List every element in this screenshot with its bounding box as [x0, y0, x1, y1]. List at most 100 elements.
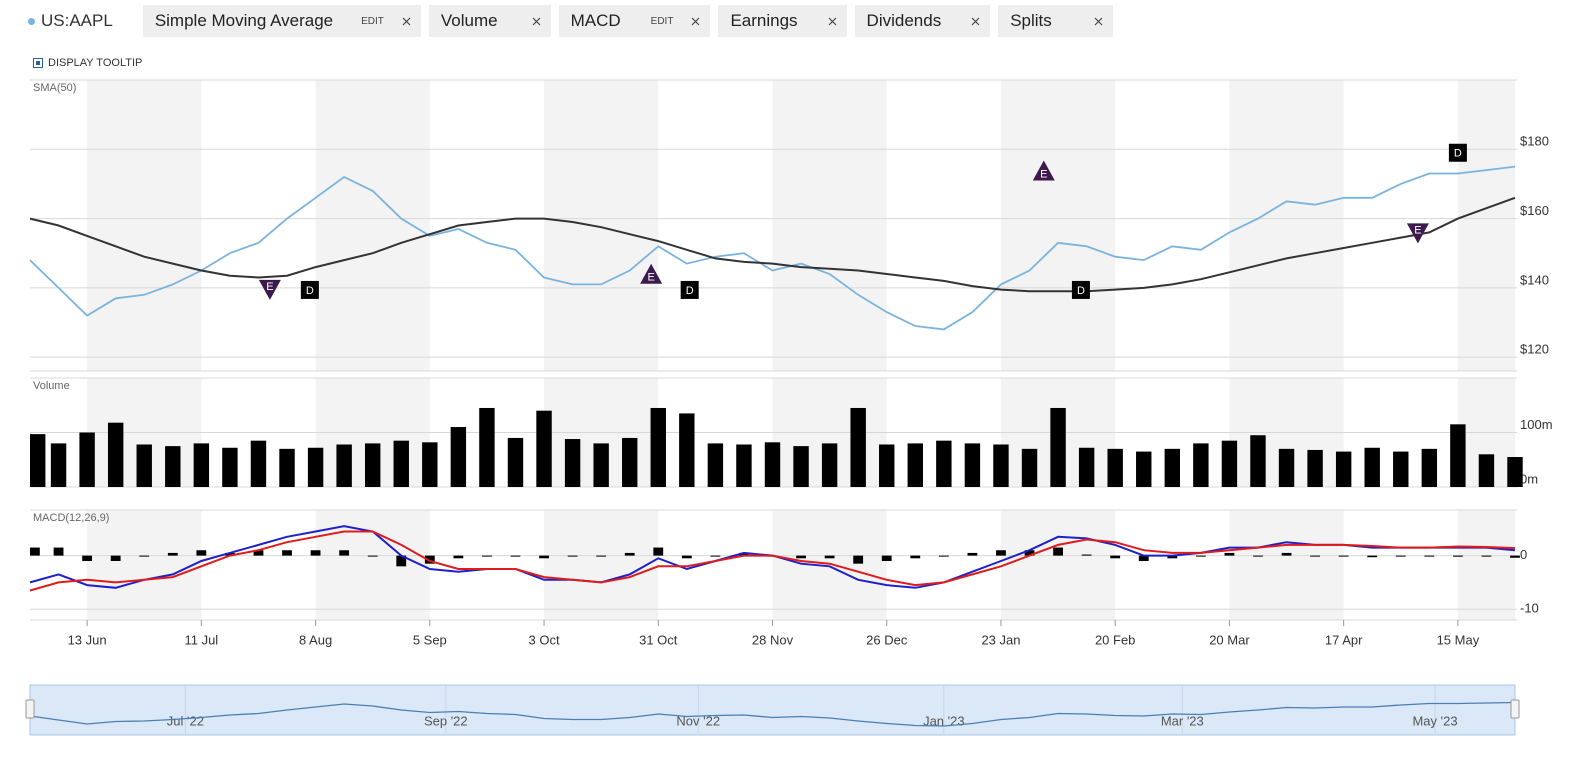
- volume-bar: [679, 413, 695, 487]
- x-tick-label: 8 Aug: [299, 632, 332, 647]
- event-label: D: [306, 285, 314, 297]
- histogram-bar: [1338, 555, 1349, 557]
- histogram-bar: [624, 552, 635, 556]
- histogram-bar: [367, 555, 378, 557]
- symbol-label: US:AAPL: [41, 11, 113, 30]
- edit-button[interactable]: EDIT: [361, 15, 384, 27]
- navigator-handle[interactable]: [25, 699, 35, 719]
- event-label: E: [647, 272, 654, 284]
- x-tick-label: 20 Feb: [1095, 632, 1135, 647]
- x-tick-label: 26 Dec: [866, 632, 908, 647]
- histogram-bar: [567, 555, 578, 557]
- histogram-bar: [453, 555, 464, 559]
- close-icon[interactable]: [532, 17, 541, 26]
- event-label: D: [686, 285, 694, 297]
- y-tick-label: 0m: [1520, 471, 1538, 486]
- histogram-bar: [53, 547, 64, 556]
- dividend-marker: [1448, 143, 1467, 162]
- navigator-handle[interactable]: [1510, 699, 1520, 719]
- volume-bar: [1507, 457, 1523, 487]
- volume-bar: [1250, 435, 1266, 487]
- close-icon[interactable]: [971, 17, 980, 26]
- indicator-chip[interactable]: MACD EDIT: [558, 5, 711, 37]
- close-icon[interactable]: [691, 17, 700, 26]
- volume-bar: [736, 444, 752, 487]
- histogram-bar: [339, 550, 350, 556]
- histogram-bar: [282, 550, 292, 556]
- volume-bar: [1421, 448, 1438, 487]
- histogram-bar: [1081, 554, 1092, 556]
- volume-bar: [1307, 449, 1323, 487]
- volume-bar: [1050, 407, 1066, 487]
- symbol[interactable]: US:AAPL: [28, 11, 135, 31]
- indicator-chip[interactable]: Dividends: [854, 5, 991, 37]
- chip-label: Simple Moving Average: [154, 11, 334, 30]
- histogram-bar: [167, 552, 178, 556]
- navigator: [29, 684, 1516, 736]
- panel-title: SMA(50): [33, 82, 76, 94]
- panel-title: Volume: [33, 380, 70, 392]
- histogram-bar: [196, 550, 207, 556]
- histogram-bar: [739, 552, 749, 556]
- navigator-label: Mar '23: [1161, 713, 1204, 728]
- volume-bar: [907, 443, 923, 487]
- indicator-chip[interactable]: Simple Moving Average EDIT: [142, 5, 421, 37]
- indicator-chip[interactable]: Volume: [428, 5, 551, 37]
- volume-bar: [764, 442, 781, 487]
- histogram-bar: [910, 555, 921, 559]
- dividend-marker: [1071, 280, 1090, 299]
- histogram-bar: [1224, 552, 1235, 556]
- stripe: [1000, 510, 1116, 620]
- stripe: [544, 510, 659, 620]
- volume-bar: [30, 434, 46, 487]
- tooltip-toggle-label: DISPLAY TOOLTIP: [48, 57, 143, 69]
- histogram-bar: [82, 555, 93, 561]
- volume-bar: [821, 443, 838, 487]
- volume-bar: [279, 448, 295, 487]
- y-tick-label: $180: [1520, 134, 1549, 149]
- x-tick-label: 15 May: [1437, 632, 1480, 647]
- dividend-marker: [680, 280, 699, 299]
- volume-bar: [307, 447, 324, 487]
- volume-bar: [336, 444, 352, 487]
- y-tick-label: $140: [1520, 272, 1549, 287]
- histogram-bar: [596, 555, 607, 557]
- histogram-bar: [710, 555, 721, 557]
- volume-bar: [222, 447, 238, 487]
- close-icon[interactable]: [1094, 17, 1103, 26]
- stripe: [772, 80, 887, 371]
- stripe: [87, 80, 202, 371]
- x-tick-label: 11 Jul: [184, 632, 218, 647]
- volume-bar: [193, 443, 210, 487]
- volume-bar: [479, 407, 495, 487]
- volume-bar: [1221, 440, 1238, 487]
- x-tick-label: 28 Nov: [752, 632, 794, 647]
- volume-bar: [1450, 424, 1466, 487]
- volume-bar: [650, 407, 666, 487]
- stripe: [1000, 80, 1116, 371]
- stripe: [87, 510, 202, 620]
- volume-bar: [593, 443, 609, 487]
- volume-bar: [393, 440, 409, 487]
- volume-bar: [165, 446, 181, 487]
- indicator-chip[interactable]: Earnings: [718, 5, 847, 37]
- edit-button[interactable]: EDIT: [650, 15, 674, 27]
- checkbox[interactable]: [33, 58, 43, 68]
- volume-bar: [1478, 454, 1495, 487]
- x-tick-label: 13 Jun: [68, 632, 107, 647]
- histogram-bar: [1424, 555, 1435, 557]
- close-icon[interactable]: [402, 17, 411, 26]
- histogram-bar: [1452, 555, 1463, 557]
- histogram-bar: [1167, 555, 1178, 559]
- histogram-bar: [1310, 555, 1320, 557]
- close-icon[interactable]: [828, 17, 837, 26]
- panel-title: MACD(12,26,9): [33, 512, 109, 524]
- tooltip-toggle[interactable]: DISPLAY TOOLTIP: [33, 57, 142, 69]
- y-tick-label: 0: [1520, 547, 1527, 562]
- volume-bar: [993, 444, 1009, 487]
- volume-bar: [536, 410, 552, 487]
- histogram-bar: [396, 555, 407, 567]
- indicator-chip[interactable]: Splits: [998, 5, 1113, 37]
- x-tick-label: 3 Oct: [528, 632, 559, 647]
